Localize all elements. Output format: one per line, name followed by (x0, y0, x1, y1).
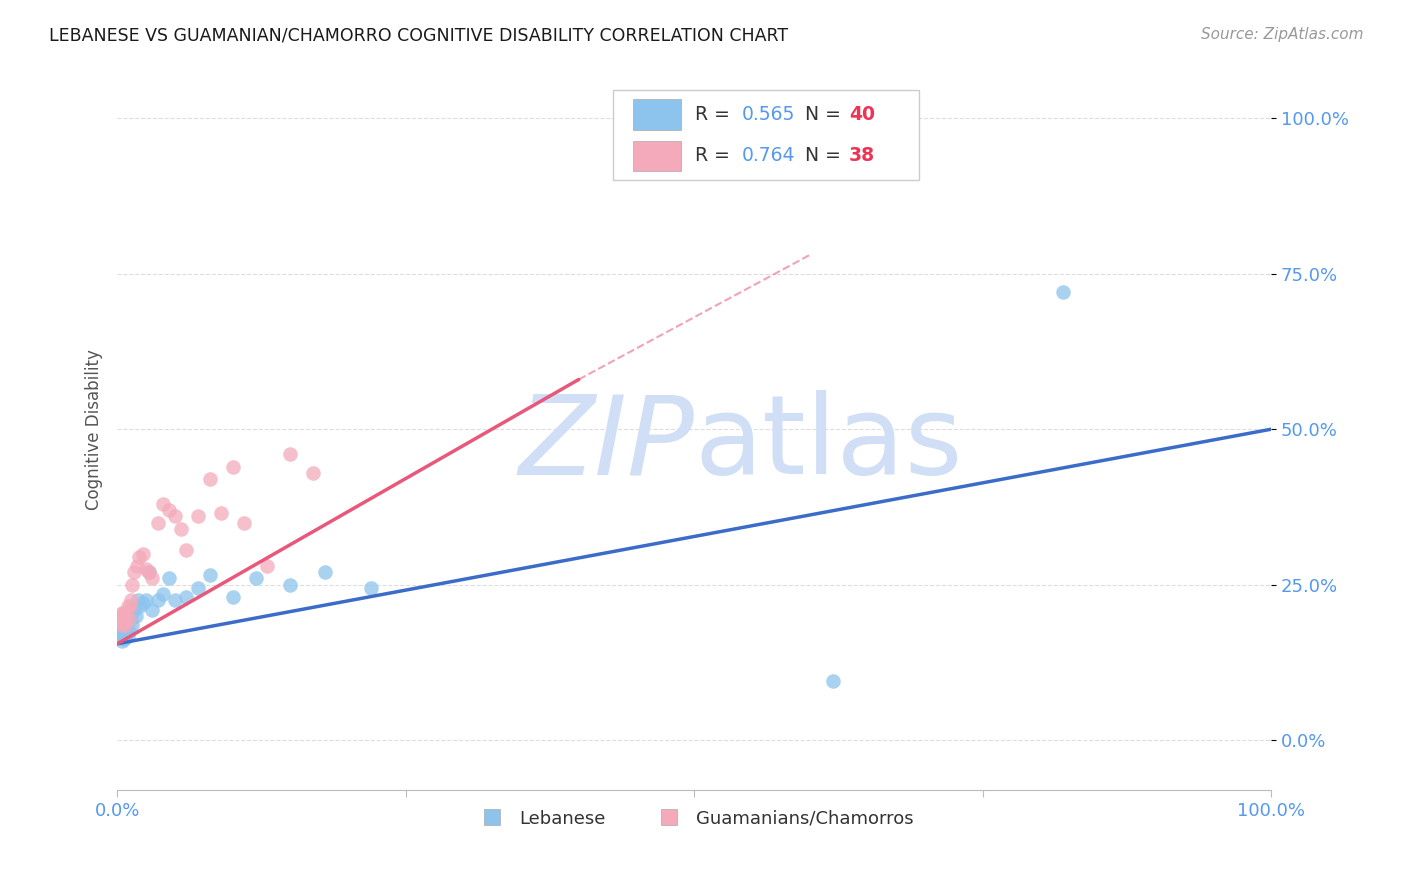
Point (157, 572, 180, 586)
Text: R =: R = (696, 105, 737, 124)
Point (163, 593, 186, 607)
Point (146, 593, 169, 607)
Point (1052, 285, 1074, 300)
Point (111, 624, 134, 639)
Point (108, 624, 131, 639)
Text: atlas: atlas (695, 390, 963, 497)
Bar (633, 99, 682, 129)
Point (124, 566, 146, 580)
Point (233, 516, 256, 530)
Point (131, 596, 153, 610)
Point (125, 559, 148, 574)
Point (221, 459, 243, 474)
Point (278, 447, 301, 461)
Point (114, 623, 136, 637)
Point (152, 587, 174, 601)
Point (176, 543, 198, 558)
Point (135, 593, 157, 607)
Point (157, 503, 180, 517)
Point (245, 572, 267, 586)
Point (110, 627, 132, 641)
Point (112, 632, 135, 646)
Point (256, 559, 278, 574)
Point (127, 593, 149, 607)
Point (314, 566, 336, 580)
Point (360, 581, 382, 595)
Point (278, 577, 301, 591)
Point (111, 606, 134, 620)
Point (114, 618, 136, 632)
Point (176, 590, 198, 604)
Point (121, 577, 143, 591)
Point (187, 509, 209, 524)
Point (129, 599, 152, 614)
Point (124, 608, 146, 623)
Legend: Lebanese, Guamanians/Chamorros: Lebanese, Guamanians/Chamorros (467, 803, 921, 835)
Point (118, 599, 141, 614)
Point (111, 621, 134, 635)
Point (821, 674, 844, 689)
Point (118, 602, 141, 616)
Point (198, 472, 221, 486)
Point (117, 629, 139, 643)
Point (121, 618, 143, 632)
Text: N =: N = (804, 105, 846, 124)
Point (111, 633, 134, 648)
Text: N =: N = (804, 146, 846, 166)
Point (198, 568, 221, 582)
Point (108, 612, 131, 626)
Text: 38: 38 (849, 146, 875, 166)
Text: 0.764: 0.764 (741, 146, 794, 166)
Bar (633, 141, 682, 171)
Point (187, 581, 209, 595)
Point (112, 626, 135, 640)
Point (111, 612, 134, 626)
Point (110, 615, 132, 629)
Point (111, 629, 134, 643)
Point (117, 599, 139, 614)
Point (112, 615, 135, 629)
Point (115, 627, 138, 641)
Point (120, 612, 142, 626)
Text: LEBANESE VS GUAMANIAN/CHAMORRO COGNITIVE DISABILITY CORRELATION CHART: LEBANESE VS GUAMANIAN/CHAMORRO COGNITIVE… (49, 27, 789, 45)
Point (110, 608, 132, 623)
Text: R =: R = (696, 146, 737, 166)
Point (111, 618, 134, 632)
Point (146, 516, 169, 530)
Point (114, 612, 136, 626)
Text: 0.565: 0.565 (741, 105, 794, 124)
Text: 40: 40 (849, 105, 875, 124)
Point (169, 522, 191, 536)
Point (141, 572, 163, 586)
Point (302, 466, 325, 480)
Point (135, 562, 157, 576)
Point (112, 608, 135, 623)
Point (221, 590, 243, 604)
Point (138, 566, 160, 580)
Point (128, 549, 150, 564)
Point (141, 602, 163, 616)
Point (138, 566, 160, 580)
Point (114, 631, 136, 645)
Point (115, 624, 138, 639)
Point (131, 547, 153, 561)
Point (163, 509, 186, 524)
Point (118, 624, 141, 639)
Point (115, 606, 138, 620)
Text: Source: ZipAtlas.com: Source: ZipAtlas.com (1201, 27, 1364, 42)
Point (152, 497, 174, 511)
Point (118, 612, 141, 626)
Text: ZIP: ZIP (519, 390, 695, 497)
Point (124, 602, 146, 616)
Point (120, 593, 142, 607)
Point (209, 506, 232, 520)
FancyBboxPatch shape (613, 90, 920, 180)
Point (111, 606, 134, 620)
Y-axis label: Cognitive Disability: Cognitive Disability (86, 349, 103, 509)
Point (110, 631, 132, 645)
